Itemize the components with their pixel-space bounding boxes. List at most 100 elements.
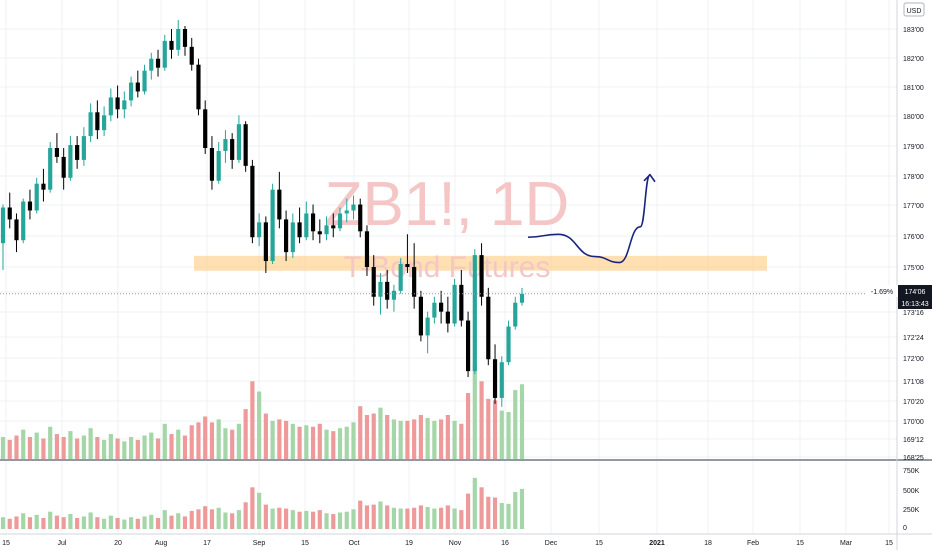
candle-body[interactable] (371, 267, 376, 297)
candles-layer[interactable] (0, 20, 525, 407)
candle-body[interactable] (7, 207, 12, 220)
volume-bar (230, 429, 235, 459)
volume-subpane-bar (209, 509, 215, 529)
candle-body[interactable] (297, 222, 302, 238)
candle-body[interactable] (196, 64, 201, 110)
candle-body[interactable] (61, 156, 66, 178)
volume-bar (135, 439, 140, 459)
candle-body[interactable] (519, 293, 525, 303)
candle-body[interactable] (135, 82, 140, 92)
candle-body[interactable] (169, 40, 174, 50)
candle-body[interactable] (324, 225, 329, 235)
volume-subpane-bar (115, 517, 120, 529)
candle-body[interactable] (284, 219, 289, 253)
candle-body[interactable] (465, 320, 471, 372)
candle-body[interactable] (459, 284, 464, 321)
candle-body[interactable] (337, 213, 343, 229)
candle-body[interactable] (102, 115, 107, 131)
candle-body[interactable] (486, 296, 491, 360)
candle-body[interactable] (270, 189, 275, 262)
candle-body[interactable] (122, 100, 127, 110)
candle-body[interactable] (216, 150, 221, 181)
candle-body[interactable] (34, 183, 39, 211)
candle-body[interactable] (472, 255, 477, 372)
volume-subpane-bar (371, 504, 376, 529)
candle-body[interactable] (344, 210, 349, 214)
candle-body[interactable] (115, 97, 120, 110)
candle-body[interactable] (243, 124, 248, 166)
candle-body[interactable] (142, 70, 147, 92)
candle-body[interactable] (385, 281, 390, 300)
candle-body[interactable] (290, 222, 295, 253)
candle-body[interactable] (492, 359, 498, 398)
candle-body[interactable] (331, 225, 336, 229)
candle-body[interactable] (317, 231, 322, 235)
candle-body[interactable] (41, 183, 46, 190)
volume-bar (142, 435, 147, 459)
price-axis[interactable]: 183'00 182'00 181'00 180'00 179'00 178'00 177'… (896, 0, 924, 550)
candle-body[interactable] (499, 362, 504, 398)
candle-body[interactable] (81, 136, 86, 160)
candle-body[interactable] (405, 264, 410, 267)
candle-body[interactable] (412, 267, 417, 297)
candle-body[interactable] (48, 148, 53, 190)
projection-curve[interactable] (527, 173, 651, 264)
candle-body[interactable] (425, 317, 430, 336)
volume-subpane-bar (358, 500, 363, 529)
candle-body[interactable] (149, 58, 154, 71)
candle-body[interactable] (209, 148, 215, 181)
volume-axis[interactable]: 750K 500K 250K 0 (903, 468, 920, 532)
candle-body[interactable] (14, 219, 19, 241)
candle-body[interactable] (378, 281, 383, 297)
candle-body[interactable] (236, 124, 241, 160)
candle-body[interactable] (88, 112, 93, 137)
candle-body[interactable] (351, 204, 356, 211)
volume-subpane-bar (54, 515, 60, 529)
volume-bar (506, 412, 511, 459)
candle-body[interactable] (155, 58, 161, 68)
candle-body[interactable] (513, 302, 518, 327)
candle-body[interactable] (95, 112, 100, 131)
candle-body[interactable] (0, 207, 6, 244)
volume-bar (284, 420, 289, 459)
volume-tick-label: 500K (903, 488, 920, 495)
candle-body[interactable] (182, 29, 188, 47)
time-axis[interactable]: 15 Jul 20 Aug 17 Sep 15 Oct 19 Nov 16 Dec 15 2021 18 Fe… (0, 533, 932, 547)
candle-body[interactable] (310, 213, 316, 232)
candle-body[interactable] (445, 311, 450, 324)
candle-body[interactable] (21, 201, 26, 241)
candle-body[interactable] (398, 264, 403, 291)
candle-body[interactable] (230, 139, 235, 160)
candle-body[interactable] (162, 40, 167, 68)
candle-body[interactable] (263, 222, 268, 262)
candle-body[interactable] (257, 222, 262, 238)
volume-bar (236, 423, 241, 459)
countdown-text: 16:13:43 (901, 301, 928, 308)
candle-body[interactable] (418, 296, 423, 336)
candle-body[interactable] (506, 326, 511, 363)
candle-body[interactable] (54, 148, 60, 157)
candle-body[interactable] (128, 82, 134, 101)
candle-body[interactable] (358, 204, 363, 232)
candle-body[interactable] (391, 290, 397, 300)
candle-body[interactable] (452, 284, 457, 324)
candle-body[interactable] (68, 145, 73, 178)
candle-body[interactable] (203, 109, 208, 148)
candle-body[interactable] (364, 231, 370, 267)
candle-body[interactable] (189, 46, 194, 65)
candle-body[interactable] (108, 97, 113, 116)
volume-bar (182, 435, 188, 459)
candle-body[interactable] (479, 255, 484, 297)
candle-body[interactable] (27, 201, 33, 211)
candle-body[interactable] (439, 302, 444, 312)
currency-label[interactable]: USD (903, 2, 925, 17)
volume-subpane-bar (230, 513, 235, 529)
candle-body[interactable] (250, 165, 255, 238)
candle-body[interactable] (75, 145, 80, 160)
candle-body[interactable] (176, 29, 181, 50)
candle-body[interactable] (432, 302, 437, 318)
candle-body[interactable] (277, 189, 282, 220)
candle-body[interactable] (304, 213, 309, 238)
candle-body[interactable] (223, 139, 228, 151)
